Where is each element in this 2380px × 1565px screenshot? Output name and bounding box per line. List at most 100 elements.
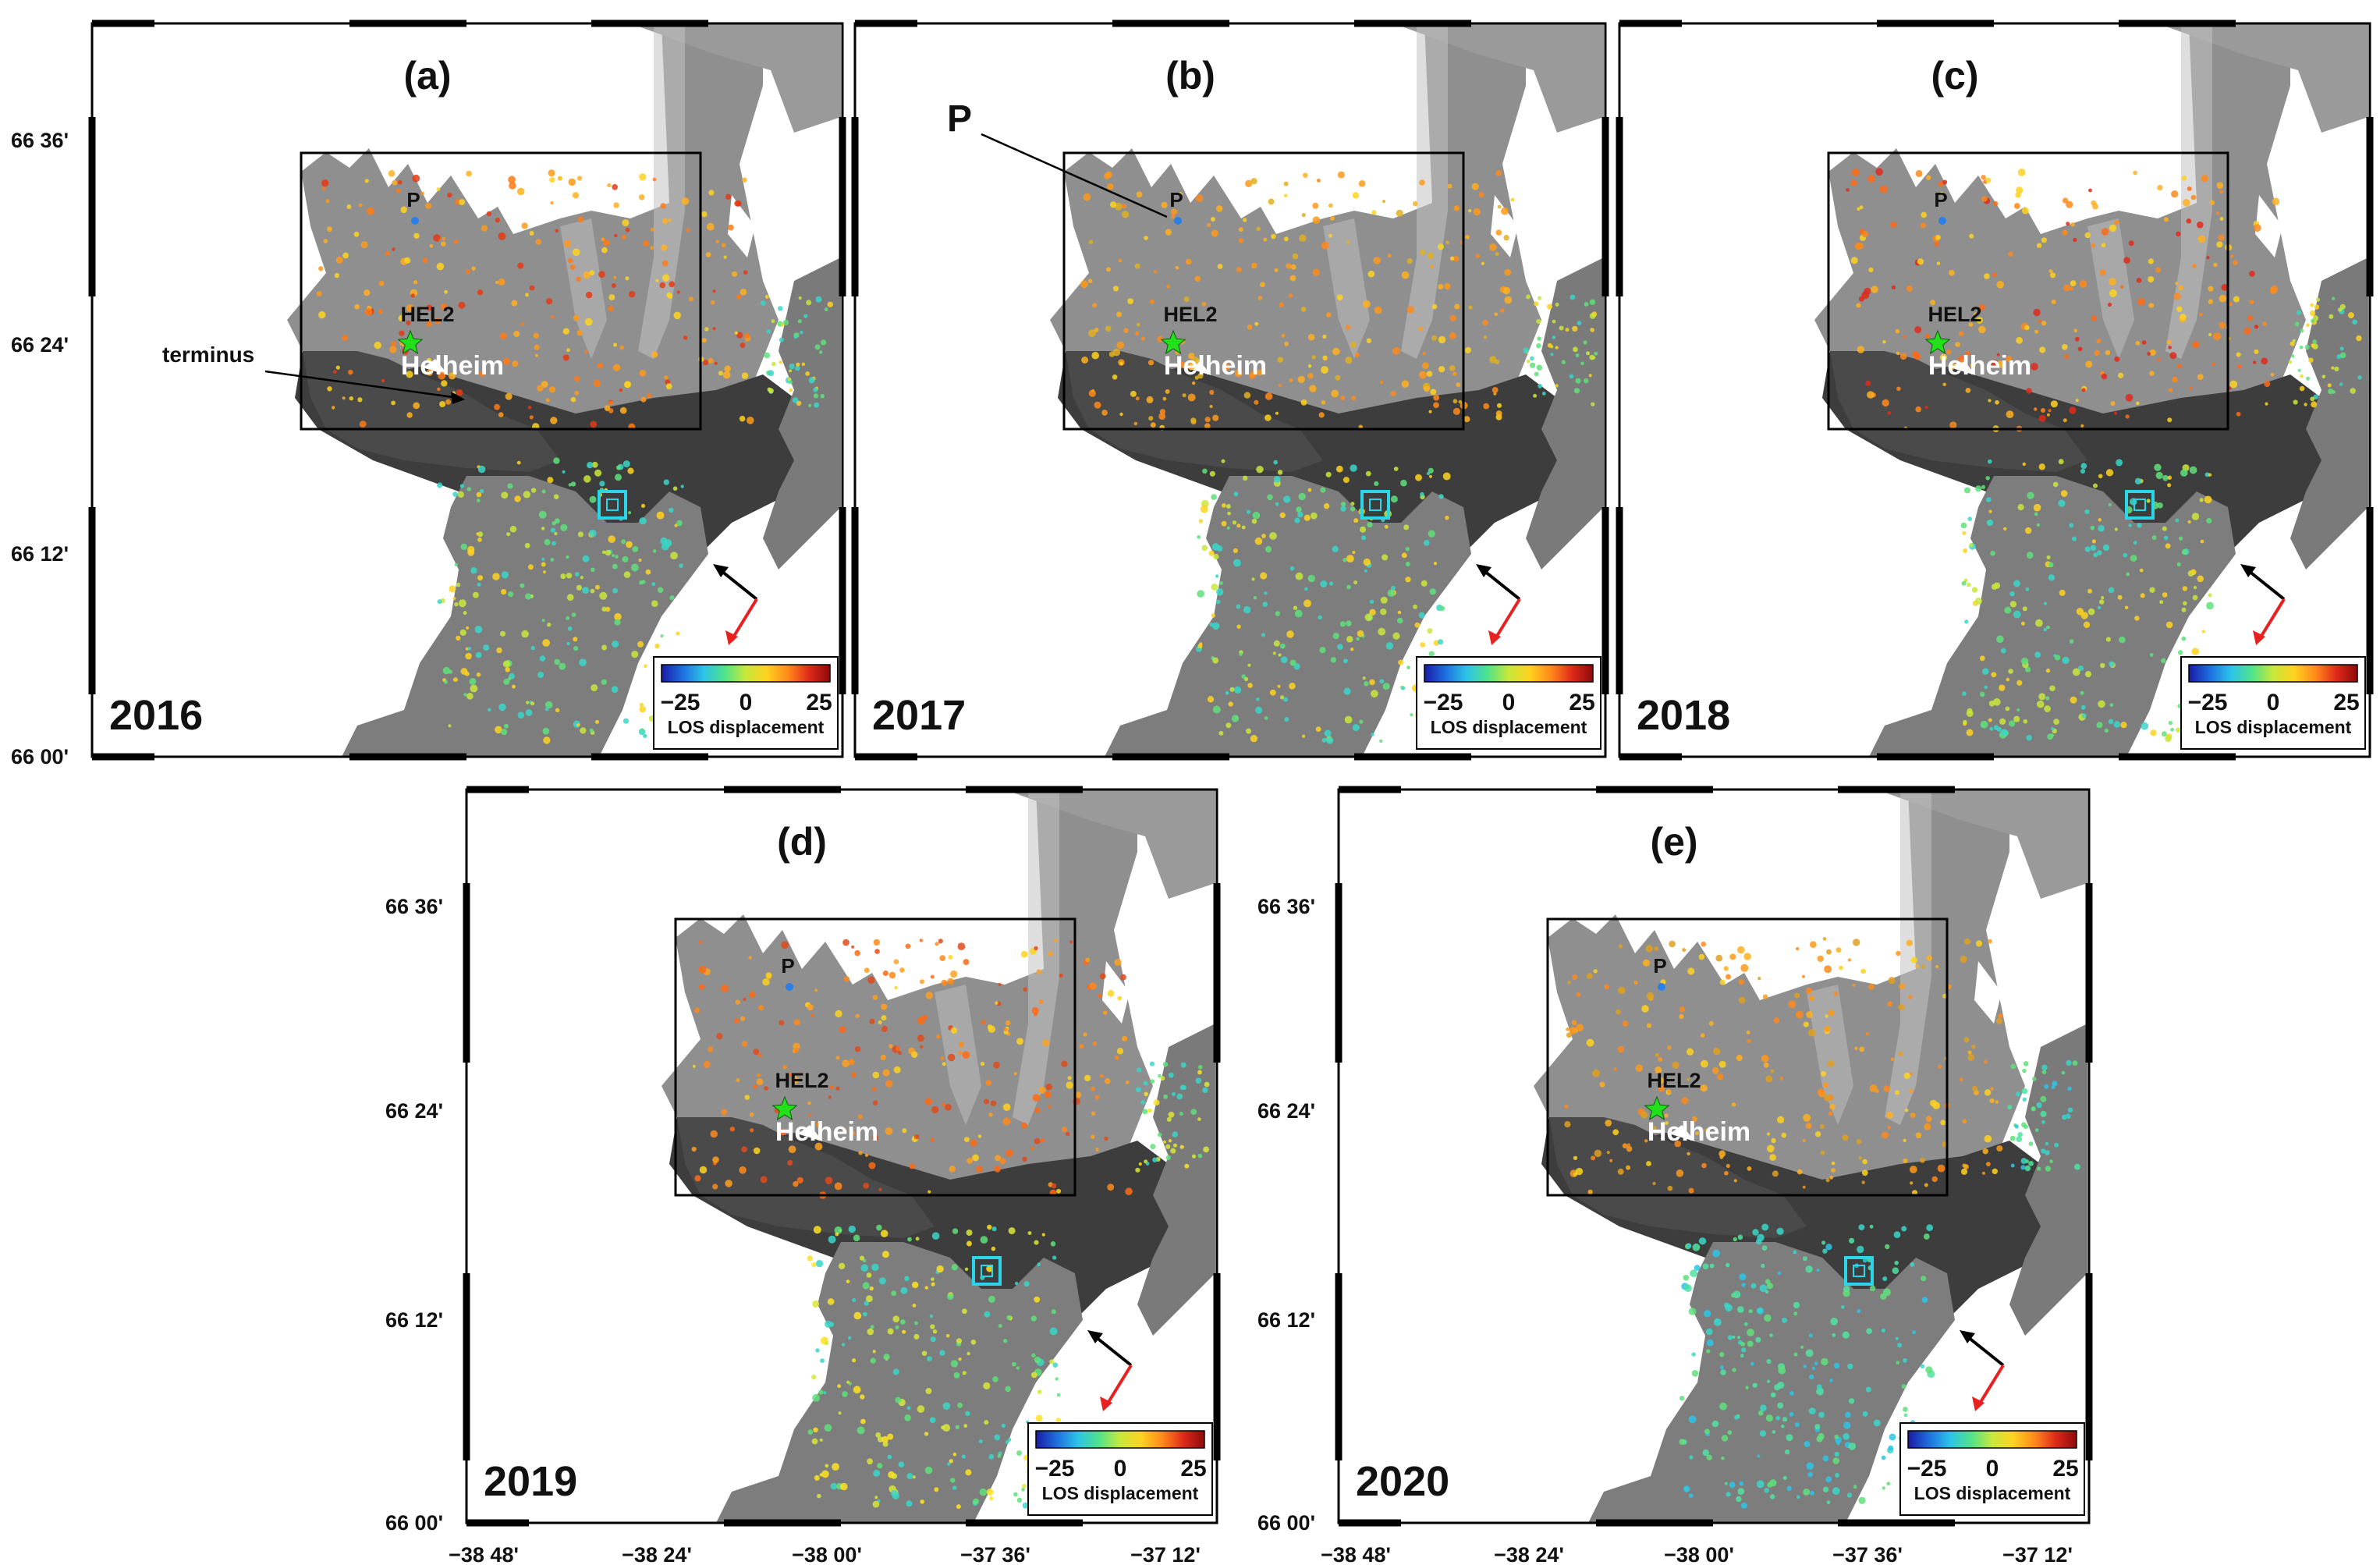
colorbar-max-label: 25: [2052, 1456, 2078, 1482]
lon-tick-label: −38 48': [1321, 1543, 1391, 1565]
terminus-arrow-head: [451, 392, 465, 404]
cyan-square-marker: [972, 1256, 1002, 1286]
point-p-marker: [786, 983, 793, 991]
place-helheim-label: Helheim: [401, 351, 504, 381]
colorbar-min-label: −25: [1035, 1456, 1075, 1482]
cyan-square-inner: [981, 1265, 993, 1277]
map-base: [1339, 790, 2087, 1523]
colorbar-bar: [1035, 1430, 1205, 1449]
point-p-marker: [411, 217, 419, 225]
lat-tick-label: 66 00': [11, 745, 69, 768]
lat-tick-label: 66 24': [1257, 1099, 1315, 1123]
lon-tick-label: −38 48': [449, 1543, 519, 1565]
lat-tick-label: 66 12': [385, 1308, 443, 1332]
cyan-square-marker: [2125, 490, 2155, 520]
point-p-marker: [1174, 217, 1182, 225]
colorbar-max-label: 25: [1569, 690, 1594, 715]
colorbar-mid-label: 0: [1502, 690, 1516, 715]
colorbar-bar: [1424, 664, 1594, 683]
inset-box: [1062, 151, 1465, 431]
panel-label-2018: (c): [1931, 54, 1978, 98]
panel-frame: [90, 22, 844, 758]
inset-box: [674, 917, 1076, 1197]
flight-direction-arrow: [2243, 566, 2286, 601]
colorbar-mid-label: 0: [1986, 1456, 1999, 1482]
colorbar-min-label: −25: [661, 690, 701, 715]
panel-frame: [465, 788, 1218, 1524]
colorbar-mid-label: 0: [740, 690, 753, 715]
look-arrow-head: [2253, 630, 2265, 645]
colorbar-bar: [2188, 664, 2358, 683]
terminus-arrow: [264, 370, 459, 399]
station-hel2-label: HEL2: [1647, 1069, 1701, 1092]
los-speckle-2018: [1846, 168, 2362, 743]
lon-tick-label: −37 36': [960, 1543, 1030, 1565]
flight-direction-arrow: [716, 566, 758, 601]
place-helheim-label: Helheim: [1648, 1117, 1750, 1147]
lat-tick-label: 66 12': [1257, 1308, 1315, 1332]
place-helheim-label: Helheim: [775, 1117, 878, 1147]
lat-tick-label: 66 00': [385, 1511, 443, 1535]
inset-box: [1827, 151, 2229, 431]
colorbar-title: LOS displacement: [1914, 1483, 2071, 1503]
lon-tick-label: −37 36': [1832, 1543, 1903, 1565]
cyan-square-inner: [1853, 1265, 1865, 1277]
colorbar-min-label: −25: [1424, 690, 1463, 715]
station-hel2-label: HEL2: [400, 303, 454, 326]
lon-tick-label: −37 12': [2002, 1543, 2073, 1565]
panel-year-2018: 2018: [1637, 692, 1730, 739]
cyan-square-marker: [1360, 490, 1390, 520]
terminus-label: terminus: [162, 342, 254, 367]
colorbar-min-label: −25: [1907, 1456, 1947, 1482]
panel-year-2019: 2019: [484, 1458, 577, 1505]
lat-tick-label: 66 24': [11, 333, 69, 357]
panel-label-2017: (b): [1165, 54, 1215, 98]
colorbar-mid-label: 0: [2267, 690, 2280, 715]
panel-frame: [853, 22, 1607, 758]
colorbar-title: LOS displacement: [1042, 1483, 1199, 1503]
point-p-callout-line: [981, 133, 1168, 218]
point-p-label: P: [1653, 954, 1666, 978]
point-p-marker: [1938, 217, 1946, 225]
look-direction-arrow: [1977, 1364, 2005, 1407]
colorbar-mid-label: 0: [1114, 1456, 1127, 1482]
panel-frame: [1337, 788, 2091, 1524]
station-star-icon: [1160, 329, 1186, 354]
los-speckle-2020: [1564, 937, 2080, 1509]
cyan-square-marker: [598, 490, 627, 520]
flight-arrow-head: [1087, 1330, 1103, 1343]
point-p-callout-label: P: [947, 98, 972, 140]
los-speckle-2017: [1080, 170, 1598, 744]
map-base: [92, 23, 841, 757]
lon-tick-label: −37 12': [1130, 1543, 1201, 1565]
flight-direction-arrow: [1479, 566, 1521, 601]
los-speckle-2019: [691, 939, 1210, 1510]
lon-tick-label: −38 00': [1664, 1543, 1734, 1565]
flight-direction-arrow: [1091, 1333, 1133, 1367]
lon-tick-label: −38 24': [622, 1543, 692, 1565]
station-hel2-label: HEL2: [1928, 303, 1981, 326]
panel-label-2019: (d): [777, 820, 827, 864]
colorbar-title: LOS displacement: [668, 717, 825, 737]
flight-direction-arrow: [1963, 1333, 2005, 1367]
colorbar-title: LOS displacement: [2195, 717, 2352, 737]
flight-arrow-head: [1476, 564, 1491, 577]
look-direction-arrow: [730, 598, 758, 641]
look-direction-arrow: [1105, 1364, 1133, 1407]
cyan-square-marker: [1844, 1256, 1874, 1286]
colorbar-bar: [1907, 1430, 2077, 1449]
lat-tick-label: 66 24': [385, 1099, 443, 1123]
station-hel2-label: HEL2: [1163, 303, 1217, 326]
colorbar-min-label: −25: [2188, 690, 2228, 715]
station-star-icon: [1924, 329, 1951, 354]
look-arrow-head: [1100, 1396, 1112, 1411]
lat-tick-label: 66 12': [11, 542, 69, 566]
colorbar-title: LOS displacement: [1431, 717, 1587, 737]
